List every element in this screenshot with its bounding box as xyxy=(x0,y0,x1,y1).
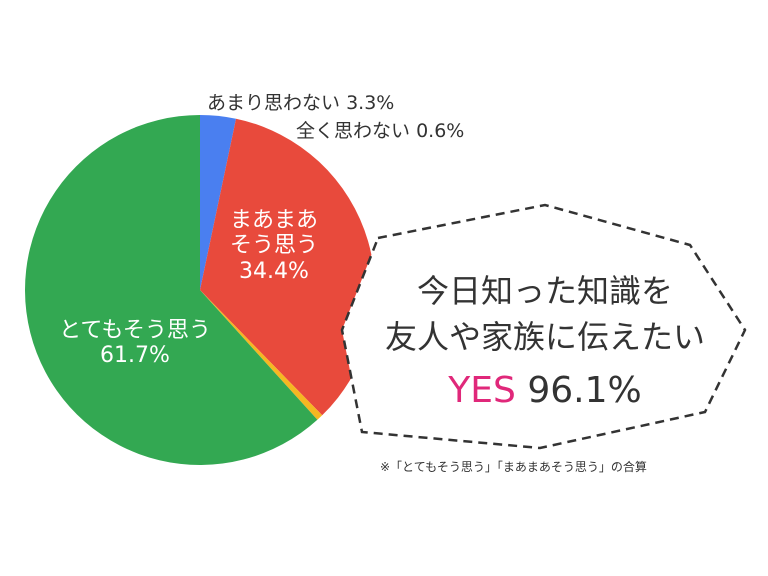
pie-slice xyxy=(200,290,323,420)
category-label: とてもそう思う xyxy=(59,318,211,343)
slice-label: まあまあそう思う 34.4% xyxy=(228,208,320,284)
answer: YES xyxy=(448,370,516,411)
value-label: 3.3% xyxy=(346,92,395,114)
result: 96.1% xyxy=(527,370,642,411)
callout-text: 今日知った知識を 友人や家族に伝えたい YES 96.1% xyxy=(360,268,730,414)
callout-line: 友人や家族に伝えたい xyxy=(384,318,705,356)
value-label: 61.7% xyxy=(100,343,170,369)
slice-label: あまり思わない 3.3% xyxy=(207,88,394,115)
category-label: あまり思わない xyxy=(207,92,341,114)
speech-bubble xyxy=(340,203,747,450)
value-label: 34.4% xyxy=(239,258,309,284)
category-label: まあまあそう思う xyxy=(229,208,318,259)
slice-label: 全く思わない 0.6% xyxy=(296,116,464,143)
callout-line: 今日知った知識を xyxy=(416,272,673,310)
category-label: 全く思わない xyxy=(296,120,411,142)
slice-label: とてもそう思う 61.7% xyxy=(40,318,230,369)
value-label: 0.6% xyxy=(416,120,465,142)
pie-slice xyxy=(200,118,375,416)
note: ※「とてもそう思う」「まあまあそう思う」の合算 xyxy=(380,460,647,474)
pie-slice xyxy=(24,115,318,465)
pie-slice xyxy=(200,115,237,290)
callout-result: YES 96.1% xyxy=(360,368,730,414)
